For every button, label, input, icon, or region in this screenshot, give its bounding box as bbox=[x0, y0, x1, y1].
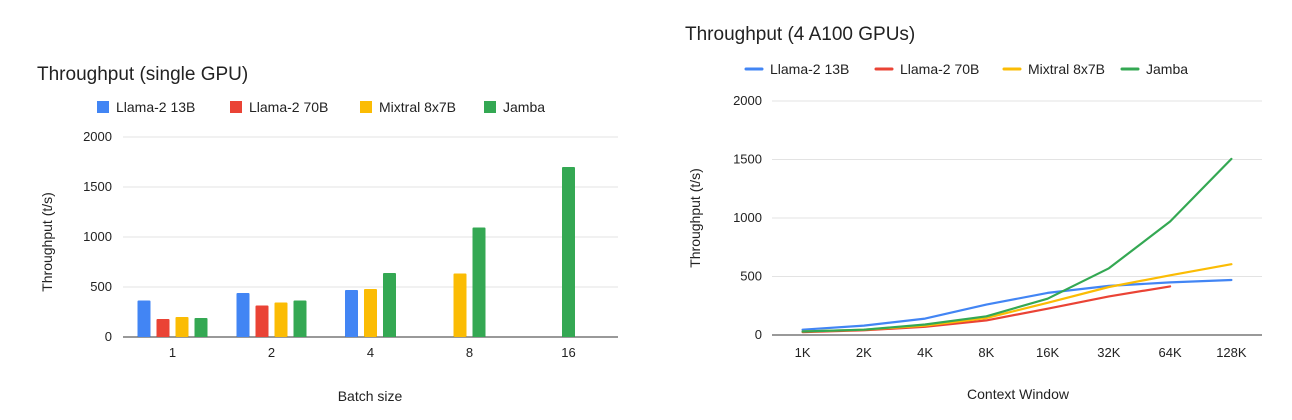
line-chart-y-axis-title: Throughput (t/s) bbox=[687, 168, 703, 268]
bar-chart-single-gpu: Throughput (single GPU) Llama-2 13B Llama… bbox=[37, 64, 618, 404]
bar-llama-2-70b-batch-2 bbox=[255, 305, 269, 337]
line-chart-x-tick-128k: 128K bbox=[1216, 345, 1247, 360]
line-chart-y-tick-1500: 1500 bbox=[733, 152, 762, 167]
line-llama-2-13b bbox=[801, 278, 1233, 331]
line-chart-series bbox=[801, 157, 1233, 334]
bar-llama-2-13b-batch-1 bbox=[137, 300, 151, 337]
bar-chart-y-axis-title: Throughput (t/s) bbox=[39, 192, 55, 292]
bar-chart-legend-swatch-mixtral-8x7b bbox=[360, 101, 372, 113]
bar-chart-x-tick-2: 2 bbox=[268, 345, 275, 360]
bar-mixtral-8x7b-batch-8 bbox=[453, 273, 467, 337]
bar-chart-x-tick-16: 16 bbox=[561, 345, 575, 360]
line-chart-legend-label-llama-2-70b: Llama-2 70B bbox=[900, 61, 979, 77]
bar-chart-y-tick-500: 500 bbox=[90, 279, 112, 294]
line-chart-four-gpus: Throughput (4 A100 GPUs) Llama-2 13B Llam… bbox=[685, 24, 1262, 402]
line-chart-legend: Llama-2 13B Llama-2 70B Mixtral 8x7B Jamba bbox=[744, 61, 1188, 77]
bar-chart-legend-swatch-llama-2-70b bbox=[230, 101, 242, 113]
bar-chart-legend-swatch-llama-2-13b bbox=[97, 101, 109, 113]
line-jamba bbox=[801, 157, 1233, 333]
line-chart-legend-label-mixtral-8x7b: Mixtral 8x7B bbox=[1028, 61, 1105, 77]
line-chart-y-tick-0: 0 bbox=[755, 327, 762, 342]
line-chart-title: Throughput (4 A100 GPUs) bbox=[685, 24, 915, 45]
line-chart-y-tick-1000: 1000 bbox=[733, 210, 762, 225]
line-chart-y-tick-500: 500 bbox=[740, 269, 762, 284]
bar-chart-x-ticks: 1 2 4 8 16 bbox=[169, 345, 576, 360]
bar-chart-x-tick-1: 1 bbox=[169, 345, 176, 360]
bar-llama-2-13b-batch-4 bbox=[345, 290, 358, 337]
bar-chart-y-tick-1500: 1500 bbox=[83, 179, 112, 194]
bar-mixtral-8x7b-batch-2 bbox=[274, 302, 288, 337]
bar-llama-2-70b-batch-1 bbox=[156, 319, 170, 337]
line-chart-x-ticks: 1K 2K 4K 8K 16K 32K 64K 128K bbox=[795, 345, 1247, 360]
bar-chart-title: Throughput (single GPU) bbox=[37, 64, 248, 85]
bar-chart-y-tick-0: 0 bbox=[105, 329, 112, 344]
line-chart-x-tick-16k: 16K bbox=[1036, 345, 1059, 360]
line-chart-x-tick-2k: 2K bbox=[856, 345, 872, 360]
bar-mixtral-8x7b-batch-4 bbox=[364, 289, 377, 337]
line-chart-x-tick-32k: 32K bbox=[1097, 345, 1120, 360]
bar-chart-legend: Llama-2 13B Llama-2 70B Mixtral 8x7B Jamba bbox=[97, 99, 545, 115]
bar-chart-x-tick-8: 8 bbox=[466, 345, 473, 360]
bar-llama-2-13b-batch-2 bbox=[236, 293, 250, 337]
bar-chart-legend-label-mixtral-8x7b: Mixtral 8x7B bbox=[379, 99, 456, 115]
line-chart-legend-label-jamba: Jamba bbox=[1146, 61, 1188, 77]
bar-chart-x-tick-4: 4 bbox=[367, 345, 374, 360]
line-chart-y-tick-2000: 2000 bbox=[733, 93, 762, 108]
bar-chart-x-axis-title: Batch size bbox=[338, 388, 403, 404]
bar-chart-y-ticks: 0 500 1000 1500 2000 bbox=[83, 129, 112, 344]
bar-mixtral-8x7b-batch-1 bbox=[175, 317, 189, 337]
bar-chart-legend-swatch-jamba bbox=[484, 101, 496, 113]
bar-jamba-batch-16 bbox=[562, 167, 575, 337]
line-chart-x-tick-64k: 64K bbox=[1159, 345, 1182, 360]
line-chart-x-tick-1k: 1K bbox=[795, 345, 811, 360]
bar-chart-bars bbox=[137, 167, 575, 337]
bar-chart-legend-label-llama-2-13b: Llama-2 13B bbox=[116, 99, 195, 115]
line-chart-x-tick-8k: 8K bbox=[978, 345, 994, 360]
bar-jamba-batch-4 bbox=[383, 273, 396, 337]
bar-jamba-batch-8 bbox=[472, 227, 486, 337]
bar-chart-y-tick-1000: 1000 bbox=[83, 229, 112, 244]
line-chart-x-axis-title: Context Window bbox=[967, 386, 1070, 402]
line-chart-y-ticks: 0 500 1000 1500 2000 bbox=[733, 93, 762, 342]
bar-chart-y-tick-2000: 2000 bbox=[83, 129, 112, 144]
line-chart-grid bbox=[772, 100, 1262, 336]
line-chart-x-tick-4k: 4K bbox=[917, 345, 933, 360]
line-chart-legend-label-llama-2-13b: Llama-2 13B bbox=[770, 61, 849, 77]
bar-jamba-batch-1 bbox=[194, 318, 208, 337]
bar-jamba-batch-2 bbox=[293, 300, 307, 337]
bar-chart-legend-label-jamba: Jamba bbox=[503, 99, 545, 115]
bar-chart-legend-label-llama-2-70b: Llama-2 70B bbox=[249, 99, 328, 115]
